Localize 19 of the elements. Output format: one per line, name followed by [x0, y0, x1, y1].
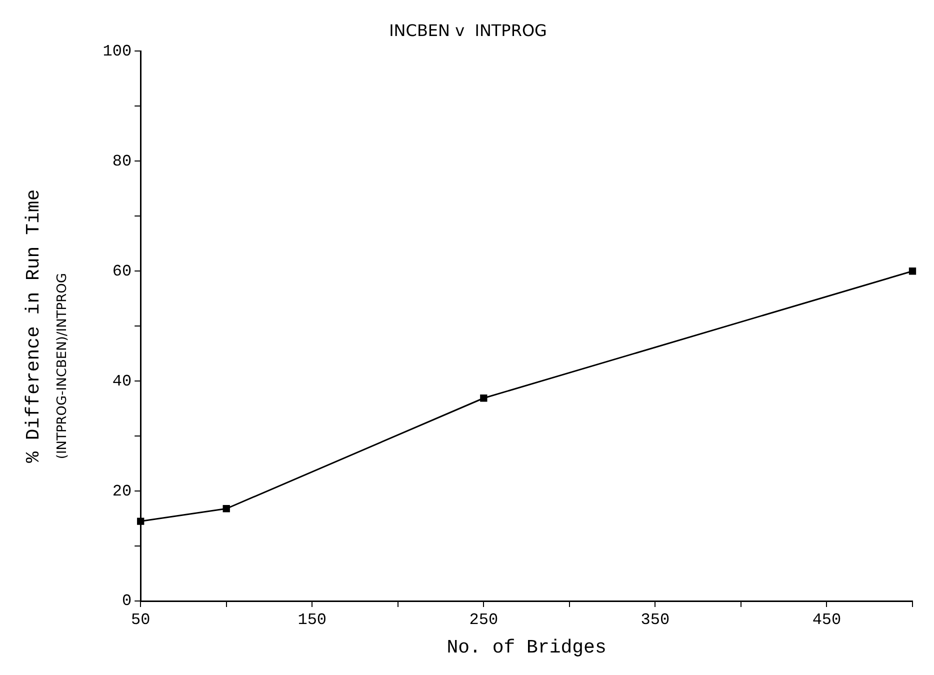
y-tick-label: 100: [102, 42, 132, 60]
x-tick-label: 350: [640, 610, 670, 629]
y-axis-title: % Difference in Run Time: [22, 189, 44, 463]
x-tick-label: 250: [469, 610, 498, 629]
y-tick-label: 0: [122, 592, 132, 610]
point: [908, 268, 916, 275]
point: [137, 518, 144, 525]
point: [222, 505, 230, 512]
chart-title: INCBEN v INTPROG: [389, 20, 547, 40]
x-tick-label: 150: [298, 610, 327, 629]
point: [480, 394, 488, 402]
x-axis-title: No. of Bridges: [446, 636, 606, 659]
text: (INTPROG-INCBEN)/INTPROG: [54, 273, 70, 460]
y-tick-label: 20: [112, 482, 132, 500]
x-tick-label: 50: [131, 610, 150, 629]
x-tick-label: 450: [812, 610, 842, 629]
y-tick-label: 60: [112, 262, 132, 280]
y-tick-label: 80: [112, 152, 132, 170]
y-tick-label: 40: [112, 372, 132, 390]
